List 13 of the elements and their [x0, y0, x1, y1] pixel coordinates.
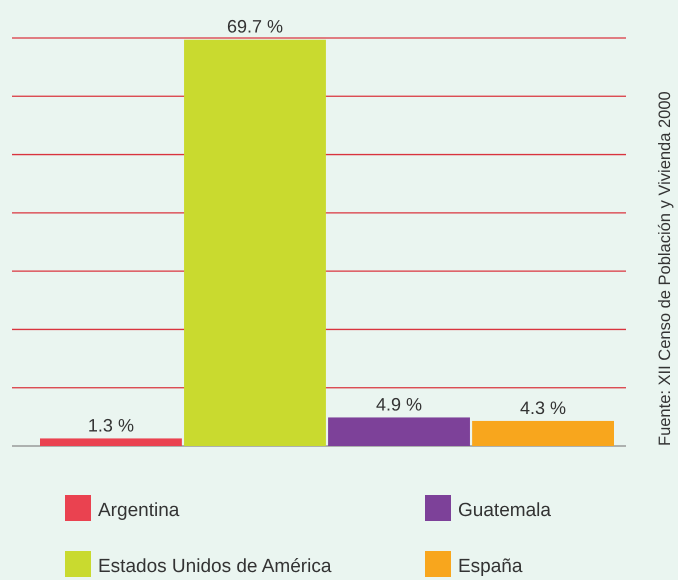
bar: [472, 420, 614, 446]
bar: [184, 40, 326, 446]
data-label: 69.7 %: [226, 16, 284, 37]
source-note: Fuente: XII Censo de Población y Vivienda 2000: [656, 91, 674, 446]
bar: [40, 438, 182, 446]
data-label: 4.9 %: [376, 394, 422, 414]
legend-label: España: [458, 556, 523, 577]
legend-label: Argentina: [98, 500, 180, 521]
legend-label: Estados Unidos de América: [98, 556, 332, 577]
data-label: 4.3 %: [520, 398, 566, 418]
legend-label: Guatemala: [458, 500, 552, 521]
data-label: 1.3 %: [88, 415, 134, 436]
bar: [328, 417, 470, 446]
